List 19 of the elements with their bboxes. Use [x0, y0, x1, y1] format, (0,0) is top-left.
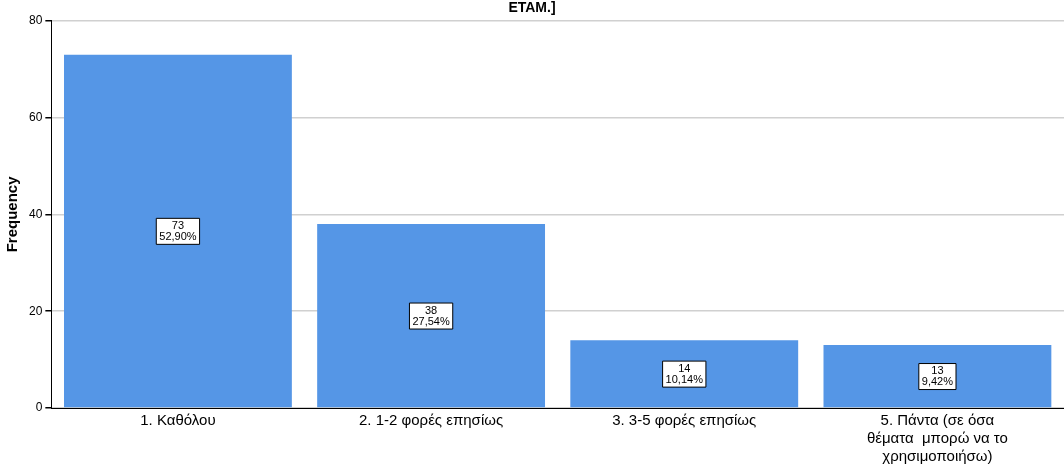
- x-tick-label: 2. 1-2 φορές επησίως: [359, 411, 504, 429]
- bar: [317, 224, 546, 408]
- data-label: 14 10,14%: [665, 361, 704, 385]
- data-label: 73 52,90%: [159, 218, 197, 242]
- y-tick-label: 40: [28, 206, 43, 221]
- data-label: 38 27,54%: [412, 303, 450, 327]
- y-axis-title: Frequency: [3, 175, 21, 253]
- x-tick-label: 1. Καθόλου: [140, 411, 216, 429]
- y-tick-label: 0: [35, 400, 43, 415]
- y-tick-label: 60: [28, 109, 43, 124]
- bar: [823, 345, 1052, 408]
- x-tick-label: 5. Πάντα (σε όσα θέματα μπορώ να το χρησιμοποιήσω): [866, 411, 1008, 465]
- y-tick-label: 20: [28, 303, 43, 318]
- bar: [64, 54, 292, 408]
- bar: [570, 340, 799, 408]
- y-tick-label: 80: [28, 13, 43, 28]
- x-tick-label: 3. 3-5 φορές επησίως: [612, 411, 757, 429]
- chart-title: ΕΤΑΜ.]: [508, 0, 556, 16]
- data-label: 13 9,42%: [921, 364, 954, 388]
